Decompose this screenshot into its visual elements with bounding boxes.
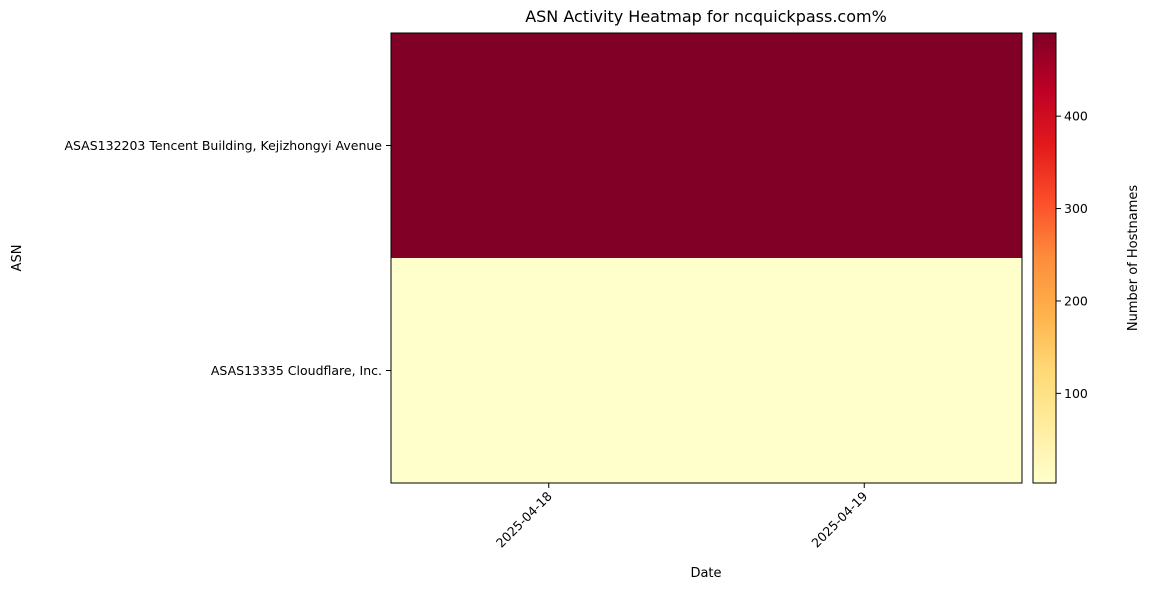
x-axis-ticks: 2025-04-18 2025-04-19	[493, 483, 870, 550]
heatmap-cell	[391, 33, 707, 259]
y-axis-label: ASN	[10, 245, 25, 272]
x-axis-label: Date	[690, 566, 721, 581]
colorbar	[1032, 32, 1057, 484]
chart-title: ASN Activity Heatmap for ncquickpass.com…	[525, 7, 887, 26]
plot-frame	[390, 32, 1023, 484]
colorbar-tick-label: 100	[1064, 386, 1088, 401]
colorbar-label: Number of Hostnames	[1126, 185, 1141, 331]
heatmap-cell	[391, 258, 707, 484]
heatmap-cell	[706, 258, 1023, 484]
heatmap-cells	[391, 33, 1023, 484]
colorbar-ticks: 100 200 300 400	[1056, 109, 1088, 401]
x-tick-label: 2025-04-18	[493, 488, 555, 550]
y-tick-label: ASAS13335 Cloudflare, Inc.	[211, 363, 382, 378]
colorbar-tick-label: 300	[1064, 201, 1088, 216]
y-tick-label: ASAS132203 Tencent Building, Kejizhongyi…	[64, 138, 382, 153]
y-axis-ticks: ASAS132203 Tencent Building, Kejizhongyi…	[64, 138, 391, 378]
heatmap-cell	[706, 33, 1023, 259]
x-tick-label: 2025-04-19	[808, 488, 870, 550]
colorbar-tick-label: 400	[1064, 109, 1088, 124]
colorbar-tick-label: 200	[1064, 293, 1088, 308]
